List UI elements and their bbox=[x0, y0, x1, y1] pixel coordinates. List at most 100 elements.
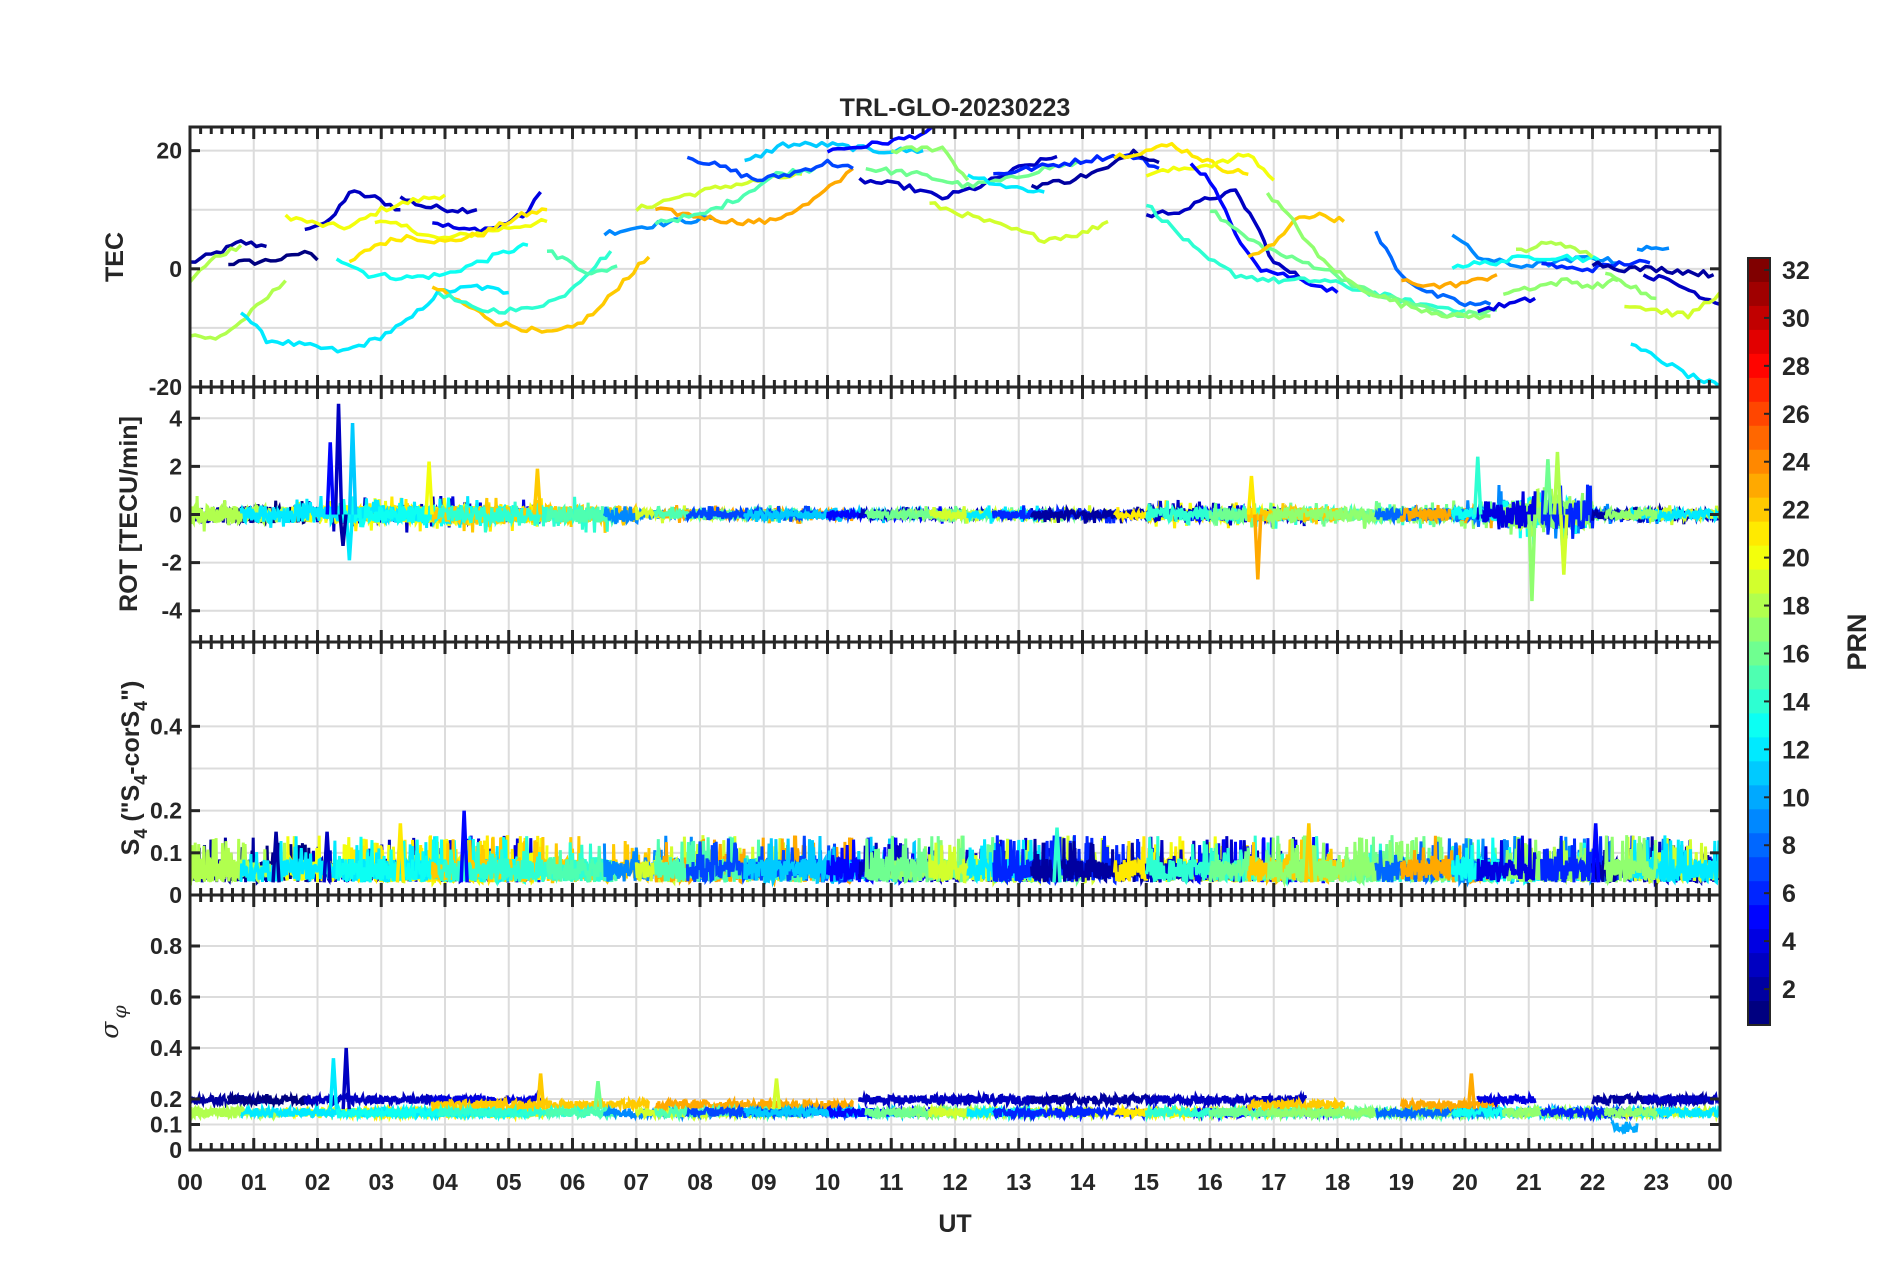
sigma-series-line bbox=[1144, 1089, 1308, 1110]
x-tick-label: 22 bbox=[1580, 1169, 1606, 1195]
colorbar-tick-label: 20 bbox=[1782, 545, 1810, 573]
x-tick-label: 03 bbox=[368, 1169, 394, 1195]
colorbar-segment bbox=[1748, 641, 1770, 667]
x-tick-label: 17 bbox=[1261, 1169, 1287, 1195]
tec-series-line bbox=[1113, 141, 1249, 177]
tec-series-group bbox=[190, 127, 1720, 387]
sigma-spike bbox=[1466, 1073, 1477, 1110]
rot-spike bbox=[1246, 475, 1257, 515]
tec-series-line bbox=[1451, 253, 1600, 270]
tec-series-line bbox=[993, 153, 1160, 176]
tec-series-line bbox=[190, 239, 267, 264]
x-tick-label: 01 bbox=[241, 1169, 267, 1195]
tec-series-line bbox=[546, 249, 618, 276]
tec-series-line bbox=[890, 145, 970, 182]
colorbar-segment bbox=[1748, 425, 1770, 451]
colorbar-segment bbox=[1748, 281, 1770, 307]
y-tick-label: 0.4 bbox=[150, 1035, 182, 1061]
tec-series-line bbox=[190, 243, 243, 284]
colorbar-segment bbox=[1748, 449, 1770, 475]
colorbar-tick-label: 18 bbox=[1782, 593, 1810, 621]
colorbar-tick-label: 12 bbox=[1782, 736, 1810, 764]
colorbar-tick-label: 6 bbox=[1782, 880, 1796, 908]
colorbar-tick-label: 10 bbox=[1782, 784, 1810, 812]
tec-series-line bbox=[1145, 152, 1275, 182]
rot-series-line bbox=[1629, 504, 1720, 524]
colorbar-segment bbox=[1748, 713, 1770, 738]
x-tick-label: 14 bbox=[1070, 1169, 1096, 1195]
rot-spike bbox=[1552, 451, 1563, 515]
rot-series-line bbox=[545, 502, 618, 528]
tec-series-line bbox=[654, 166, 855, 227]
rot-spike bbox=[1527, 514, 1537, 602]
sigma-spike bbox=[341, 1047, 351, 1110]
rot-series-group bbox=[190, 403, 1720, 602]
tec-series-line bbox=[1541, 258, 1651, 274]
s4-series-line bbox=[1476, 835, 1537, 883]
colorbar-tick-label: 24 bbox=[1782, 449, 1810, 477]
colorbar-segment bbox=[1748, 809, 1770, 834]
x-tick-label: 07 bbox=[623, 1169, 649, 1195]
tec-series-line bbox=[686, 155, 854, 183]
sigma-series-line bbox=[1246, 1095, 1346, 1116]
colorbar-segment bbox=[1748, 785, 1770, 810]
colorbar-segment bbox=[1748, 377, 1770, 403]
tec-series-line bbox=[966, 173, 1045, 194]
s4-spike bbox=[459, 810, 469, 883]
s4-spike bbox=[271, 831, 281, 883]
rot-spike bbox=[424, 461, 434, 515]
colorbar-tick-label: 28 bbox=[1782, 353, 1810, 381]
sigma-spike bbox=[328, 1058, 339, 1110]
colorbar-segment bbox=[1748, 521, 1770, 547]
x-tick-label: 08 bbox=[687, 1169, 713, 1195]
colorbar-tick-label: 16 bbox=[1782, 640, 1810, 668]
rot-spike bbox=[532, 468, 543, 515]
tec-series-line bbox=[1502, 277, 1619, 296]
s4-ylabel-text: S4 ("S4-corS4") bbox=[117, 681, 151, 856]
colorbar-frame bbox=[1747, 257, 1771, 1026]
y-tick-label: -4 bbox=[162, 598, 183, 624]
colorbar-segment bbox=[1748, 929, 1770, 954]
tec-series-line bbox=[865, 160, 1083, 189]
sigma-spike bbox=[535, 1073, 546, 1110]
rot-spike bbox=[344, 514, 355, 561]
tec-series-line bbox=[437, 250, 613, 315]
tec-series-line bbox=[1591, 260, 1715, 279]
colorbar-segment bbox=[1748, 761, 1770, 786]
tec-series-line bbox=[431, 255, 651, 334]
colorbar-segment bbox=[1748, 545, 1770, 571]
y-tick-label: 4 bbox=[169, 405, 182, 431]
y-tick-label: -20 bbox=[149, 374, 182, 400]
sigma-spike bbox=[771, 1078, 782, 1110]
y-tick-label: 0.4 bbox=[150, 713, 182, 739]
colorbar-segment bbox=[1748, 497, 1770, 523]
tec-series-line bbox=[1265, 192, 1491, 321]
tec-series-line bbox=[1145, 203, 1466, 314]
tec-series-line bbox=[1630, 342, 1720, 387]
s4-spike bbox=[1304, 823, 1314, 883]
colorbar-label: PRN bbox=[1842, 613, 1872, 670]
tec-series-line bbox=[335, 242, 529, 282]
tec-series-line bbox=[190, 279, 287, 341]
s4-spike bbox=[322, 831, 332, 883]
x-tick-label: 00 bbox=[1707, 1169, 1733, 1195]
sigma-spike bbox=[593, 1080, 603, 1110]
rot-spike bbox=[1473, 456, 1483, 515]
tec-series-line bbox=[1642, 273, 1720, 306]
y-tick-label: 0.1 bbox=[150, 840, 182, 866]
axes: 200-20420-2-40.40.20.100.80.60.40.20.100… bbox=[95, 138, 1733, 1195]
colorbar-tick-label: 8 bbox=[1782, 832, 1796, 860]
y-tick-label: 0 bbox=[169, 502, 182, 528]
sigma-dip-line bbox=[1610, 1119, 1639, 1136]
y-tick-label: 0 bbox=[169, 882, 182, 908]
colorbar-segment bbox=[1748, 953, 1770, 978]
rot-series-line bbox=[1030, 503, 1161, 524]
colorbar-tick-label: 32 bbox=[1782, 257, 1810, 285]
tec-series-line bbox=[1636, 244, 1670, 252]
colorbar-tick-label: 30 bbox=[1782, 305, 1810, 333]
y-tick-label: 2 bbox=[169, 453, 182, 479]
sigma-series-line bbox=[1603, 1103, 1658, 1121]
rot-series-line bbox=[1603, 504, 1658, 522]
x-tick-label: 12 bbox=[942, 1169, 968, 1195]
